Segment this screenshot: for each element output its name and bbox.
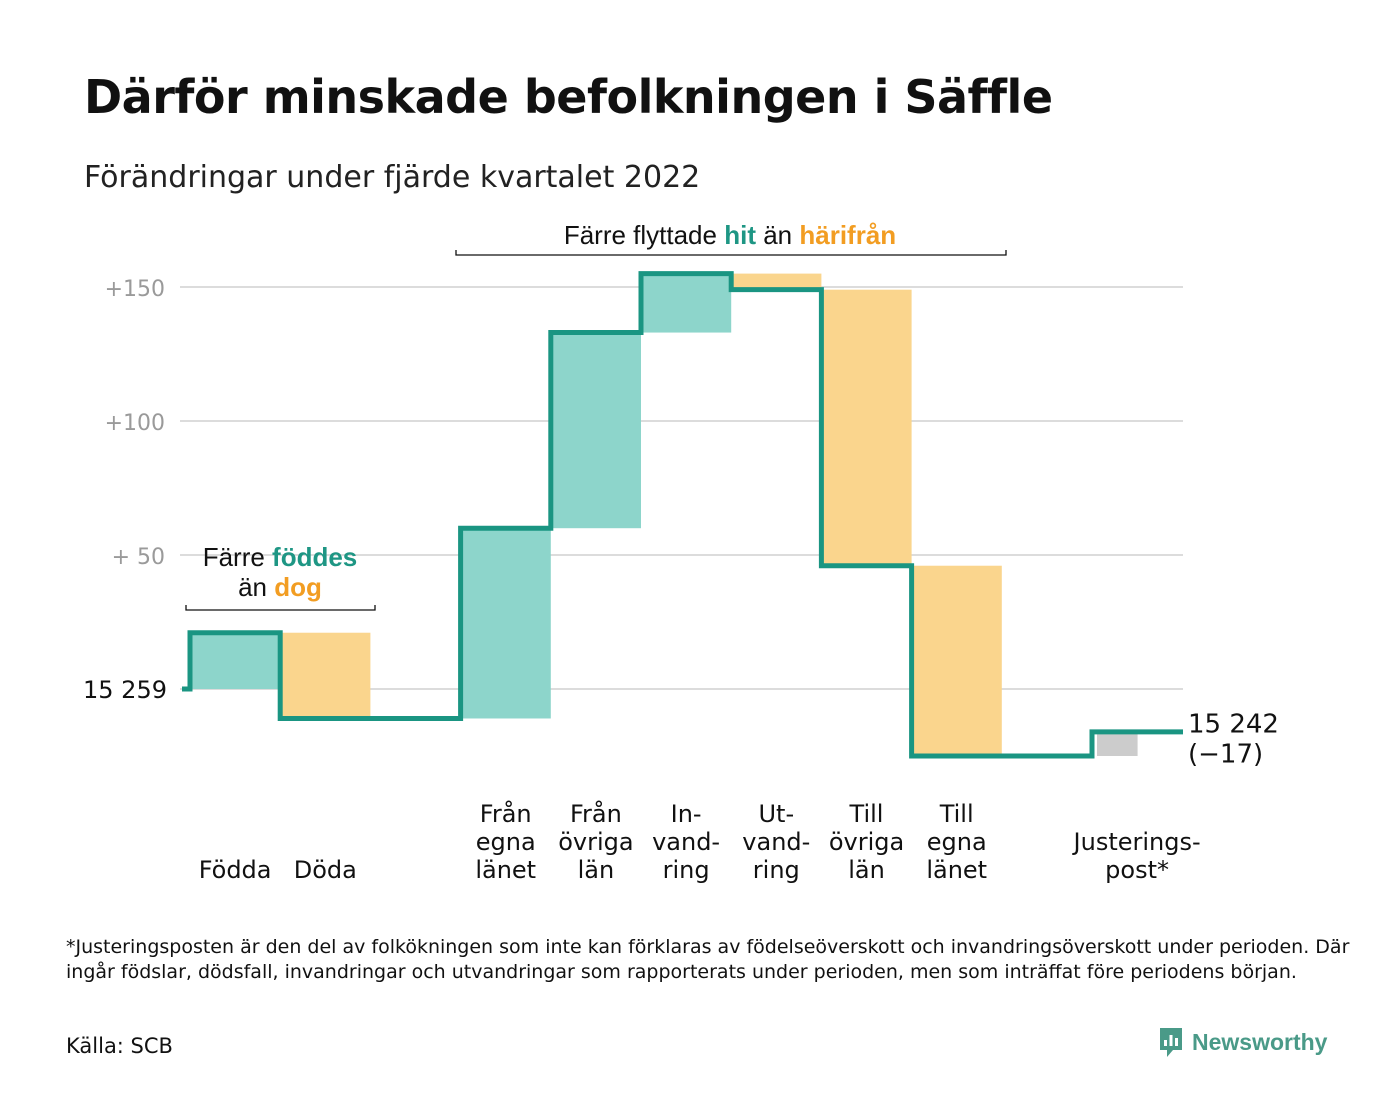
births-annotation-line2: än dog [238,572,322,602]
category-label: ring [663,856,710,884]
annotation-part: hit [724,220,756,250]
end-value-label: 15 242 [1188,710,1279,740]
bar-in [641,273,732,333]
category-label: länet [475,856,536,884]
annotation-part: Färre flyttade [564,220,724,250]
bar-out [731,273,822,290]
category-label: ring [753,856,800,884]
category-label: Ut- [758,800,794,828]
category-label: vand- [652,828,720,856]
category-label: län [848,856,885,884]
category-label: vand- [742,828,810,856]
category-label: egna [476,828,536,856]
y-tick-label: +150 [105,277,165,302]
brand-name: Newsworthy [1192,1028,1328,1055]
migration-bracket [455,250,1007,256]
category-label: In- [671,800,702,828]
category-label: Till [939,800,974,828]
category-label: Från [480,799,532,828]
bar-out [911,565,1002,756]
annotation-part: än [756,220,799,250]
bar-in [460,528,551,719]
category-label: Till [849,800,884,828]
category-label: länet [926,856,987,884]
bar-out [821,289,912,566]
footnote: *Justeringsposten är den del av folkökni… [66,936,1350,983]
chart-title: Därför minskade befolkningen i Säffle [84,70,1053,124]
category-label: Födda [199,856,272,884]
category-label: övriga [558,828,633,856]
category-label: Döda [294,856,357,884]
y-tick-label: + 50 [112,545,165,570]
y-tick-label: +100 [105,411,165,436]
annotation-part: än [238,572,274,602]
births-bracket [185,605,376,611]
category-label: övriga [829,828,904,856]
source-note: Källa: SCB [66,1034,173,1058]
births-annotation-line1: Färre föddes [203,542,358,572]
annotation-part: härifrån [799,220,896,250]
annotation-part: föddes [272,542,357,572]
start-value-label: 15 259 [83,676,167,704]
annotation-part: dog [274,572,322,602]
bar-out [280,632,371,719]
cumulative-line [182,271,1183,759]
chart-subtitle: Förändringar under fjärde kvartalet 2022 [84,160,701,195]
bar-adjust [1097,731,1138,756]
annotation-part: Färre [203,542,272,572]
bar-in [550,332,641,529]
category-label: Justerings- [1072,828,1201,856]
category-label: Från [570,799,622,828]
bar-chart-speech-icon [1160,1028,1182,1057]
end-change-label: (−17) [1188,740,1263,770]
category-label: län [578,856,615,884]
migration-annotation: Färre flyttade hit än härifrån [564,220,896,250]
brand-logo: Newsworthy [1158,1026,1327,1058]
bar-in [190,632,281,689]
category-label: post* [1105,856,1169,884]
category-label: egna [927,828,987,856]
